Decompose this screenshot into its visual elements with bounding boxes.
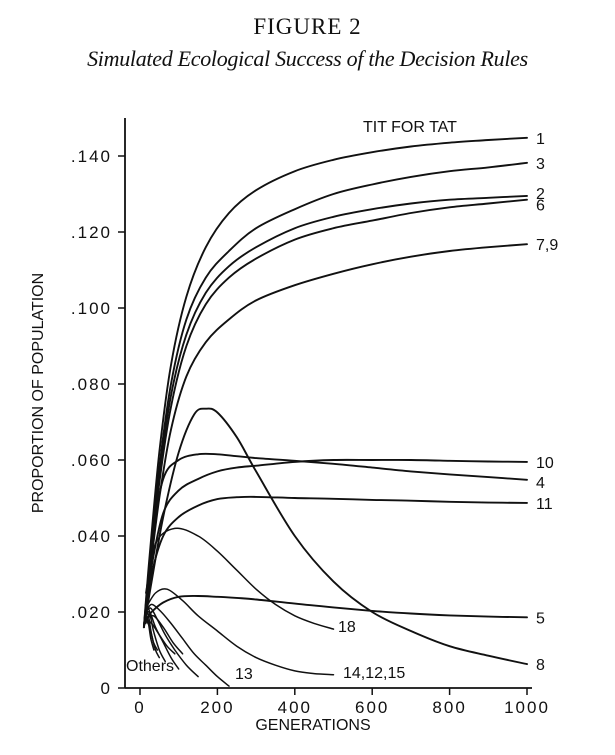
chart-title: Simulated Ecological Success of the Deci… <box>87 46 528 71</box>
chart-annotation: 13 <box>235 666 253 683</box>
series-end-label: 10 <box>536 455 554 472</box>
series-line-10 <box>144 458 528 613</box>
x-tick-label: 600 <box>355 698 389 717</box>
chart-annotation: 18 <box>338 619 356 636</box>
series-end-label: 2 <box>536 186 545 203</box>
series-line-other <box>145 614 184 655</box>
series-line-other <box>145 618 176 655</box>
figure-label: FIGURE 2 <box>253 14 362 39</box>
x-tick-label: 200 <box>200 698 234 717</box>
series-line-other <box>145 618 159 651</box>
y-tick-label: .060 <box>71 451 112 470</box>
x-tick-label: 800 <box>432 698 466 717</box>
series-end-label: 1 <box>536 131 545 148</box>
y-tick-label: .100 <box>71 299 112 318</box>
series-end-label: 11 <box>536 496 553 513</box>
y-tick-label: .020 <box>71 603 112 622</box>
series-line-2 <box>142 194 528 629</box>
series-line-other <box>145 607 166 663</box>
chart-annotation: Others <box>126 658 174 675</box>
chart-series <box>142 136 528 687</box>
series-end-label: 7,9 <box>536 237 558 254</box>
x-tick-label: 0 <box>134 698 145 717</box>
series-line-3 <box>142 161 528 629</box>
series-line-1 <box>142 136 528 629</box>
series-line-4 <box>144 452 528 613</box>
series-line-other <box>145 588 335 676</box>
series-end-label: 5 <box>536 610 545 627</box>
chart-axes: 0 200 400 600 800 1000 0 .020 .040 .060 .080 .100 .1… <box>71 118 550 717</box>
x-tick-label: 1000 <box>504 698 550 717</box>
series-end-label: 8 <box>536 657 545 674</box>
series-end-label: 6 <box>536 198 545 215</box>
series-end-label: 4 <box>536 475 545 492</box>
series-line-other <box>145 607 199 678</box>
y-axis-title: PROPORTION OF POPULATION <box>30 273 47 513</box>
series-line-other <box>145 527 335 630</box>
series-line-8 <box>142 407 528 666</box>
chart-annotation: 14,12,15 <box>343 665 405 682</box>
series-line-11 <box>144 495 528 613</box>
y-tick-label: .040 <box>71 527 112 546</box>
x-axis-title: GENERATIONS <box>255 717 370 734</box>
series-line-other <box>145 603 230 687</box>
series-line-6 <box>142 198 528 629</box>
series-line-5 <box>144 595 528 621</box>
y-tick-label: 0 <box>101 679 112 698</box>
y-tick-label: .120 <box>71 223 112 242</box>
chart-annotation: TIT FOR TAT <box>363 119 457 136</box>
y-tick-label: .080 <box>71 375 112 394</box>
x-tick-label: 400 <box>278 698 312 717</box>
series-end-label: 3 <box>536 156 545 173</box>
y-tick-label: .140 <box>71 147 112 166</box>
